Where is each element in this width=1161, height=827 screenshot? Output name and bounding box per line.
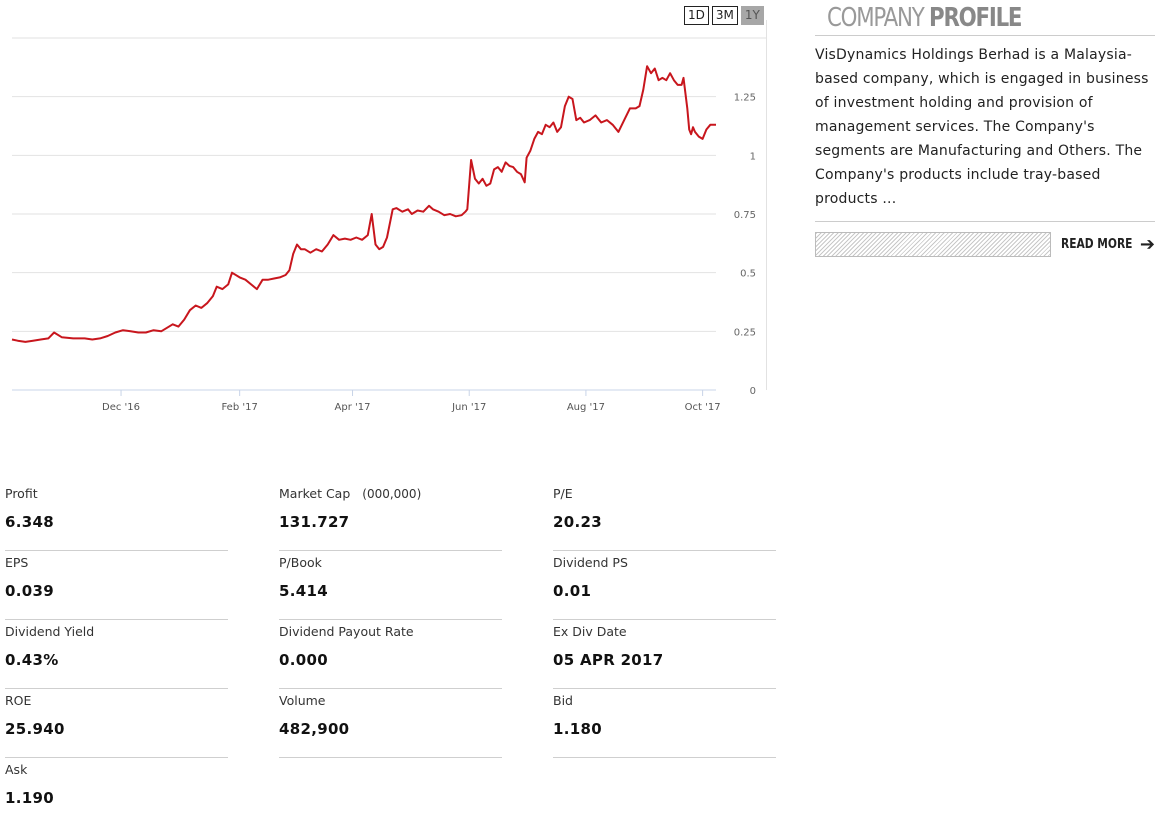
- metric-value: 482,900: [279, 720, 350, 738]
- y-tick-label: 0.5: [740, 269, 756, 280]
- metric-value: 0.039: [5, 582, 54, 600]
- range-1d-button[interactable]: 1D: [684, 6, 709, 25]
- metric-value: 6.348: [5, 513, 54, 531]
- metric-label: Dividend Payout Rate: [279, 624, 414, 639]
- metric-label: Bid: [553, 693, 573, 708]
- metric-label: EPS: [5, 555, 29, 570]
- metric-value: 20.23: [553, 513, 602, 531]
- read-more-row: READ MORE ➔: [815, 231, 1155, 258]
- metric-volume: Volume 482,900: [279, 689, 502, 758]
- divider: [815, 221, 1155, 222]
- divider: [815, 35, 1155, 36]
- metric-label: Ask: [5, 762, 28, 777]
- range-selector: 1D 3M 1Y: [684, 6, 764, 25]
- metric-bid: Bid 1.180: [553, 689, 776, 758]
- metric-market-cap: Market Cap (000,000) 131.727: [279, 482, 502, 551]
- metric-pe: P/E 20.23: [553, 482, 776, 551]
- metric-ex-div-date: Ex Div Date 05 APR 2017: [553, 620, 776, 689]
- metric-label: Ex Div Date: [553, 624, 627, 639]
- price-chart: 0 0.25 0.5 0.75 1 1.25 Dec '16 Feb '17 Apr '17 Ju…: [11, 20, 767, 413]
- metric-value: 0.43%: [5, 651, 59, 669]
- metric-label: ROE: [5, 693, 32, 708]
- metric-label: P/E: [553, 486, 573, 501]
- metric-dividend-payout-rate: Dividend Payout Rate 0.000: [279, 620, 502, 689]
- metric-label-text: Market Cap: [279, 486, 351, 501]
- metric-value: 1.180: [553, 720, 602, 738]
- metric-label: Volume: [279, 693, 326, 708]
- y-tick-label: 1.25: [734, 93, 756, 104]
- hatch-pattern: [815, 232, 1051, 257]
- metric-unit: (000,000): [362, 487, 422, 501]
- profile-description: VisDynamics Holdings Berhad is a Malaysi…: [815, 47, 1149, 207]
- arrow-right-icon[interactable]: ➔: [1139, 234, 1155, 255]
- x-tick-label: Aug '17: [567, 402, 605, 413]
- metric-label: P/Book: [279, 555, 322, 570]
- metric-dividend-ps: Dividend PS 0.01: [553, 551, 776, 620]
- metric-label: Market Cap (000,000): [279, 486, 421, 501]
- profile-title-bold: PROFILE: [929, 3, 1022, 33]
- metric-value: 0.01: [553, 582, 592, 600]
- y-tick-label: 0.25: [734, 327, 756, 338]
- metric-label: Dividend PS: [553, 555, 628, 570]
- profile-title-light: COMPANY: [827, 3, 925, 33]
- metric-value: 131.727: [279, 513, 350, 531]
- price-line: [11, 65, 716, 343]
- metric-eps: EPS 0.039: [5, 551, 228, 620]
- metric-value: 1.190: [5, 789, 54, 807]
- metric-ask: Ask 1.190: [5, 758, 228, 827]
- y-tick-label: 0: [750, 386, 756, 397]
- range-1y-button[interactable]: 1Y: [740, 6, 764, 25]
- profile-title: COMPANY PROFILE: [827, 2, 1096, 35]
- metric-value: 5.414: [279, 582, 328, 600]
- metric-dividend-yield: Dividend Yield 0.43%: [5, 620, 228, 689]
- metric-profit: Profit 6.348: [5, 482, 228, 551]
- x-tick-label: Apr '17: [335, 402, 371, 413]
- range-3m-button[interactable]: 3M: [711, 6, 738, 25]
- metric-pbook: P/Book 5.414: [279, 551, 502, 620]
- metric-label: Dividend Yield: [5, 624, 95, 639]
- y-tick-label: 0.75: [734, 210, 756, 221]
- metric-value: 0.000: [279, 651, 328, 669]
- y-tick-label: 1: [750, 151, 756, 162]
- read-more-link[interactable]: READ MORE: [1060, 237, 1133, 252]
- x-tick-label: Feb '17: [221, 402, 257, 413]
- company-profile: COMPANY PROFILE VisDynamics Holdings Ber…: [815, 0, 1155, 258]
- metric-label: Profit: [5, 486, 38, 501]
- metric-roe: ROE 25.940: [5, 689, 228, 758]
- x-tick-label: Jun '17: [451, 402, 486, 413]
- x-tick-label: Oct '17: [685, 402, 721, 413]
- metric-value: 25.940: [5, 720, 65, 738]
- metric-value: 05 APR 2017: [553, 651, 664, 669]
- x-tick-label: Dec '16: [102, 402, 140, 413]
